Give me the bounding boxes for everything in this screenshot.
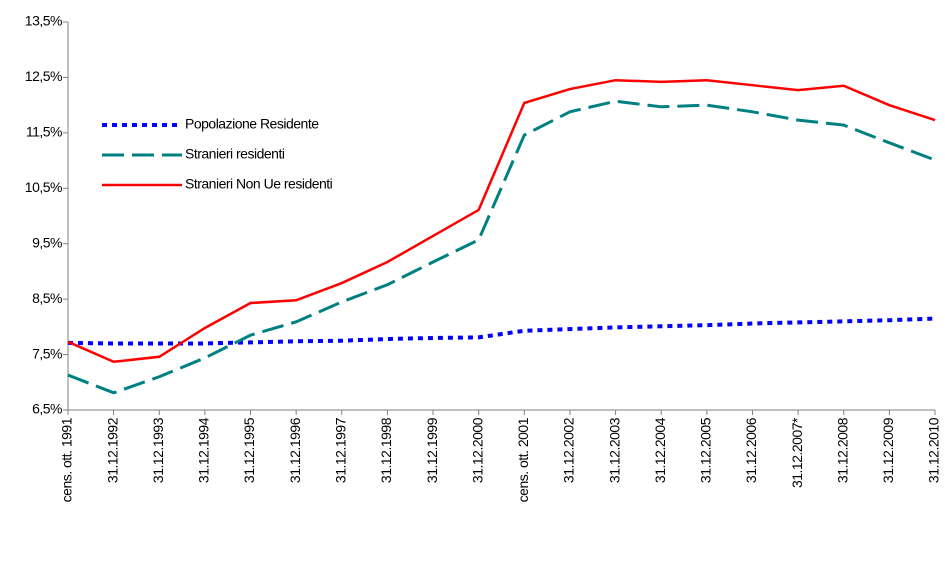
- y-tick-label: 6,5%: [32, 401, 62, 417]
- x-tick-label: 31.12.2006: [743, 417, 759, 483]
- y-tick-label: 11,5%: [26, 124, 62, 140]
- legend-label: Stranieri Non Ue residenti: [185, 176, 333, 192]
- x-tick-label: 31.12.1995: [241, 417, 257, 483]
- x-tick-label: 31.12.1992: [104, 417, 120, 483]
- legend-label: Stranieri residenti: [185, 146, 285, 162]
- x-tick-label: cens. ott. 2001: [515, 417, 531, 502]
- x-tick-label: 31.12.1999: [424, 417, 440, 483]
- x-tick-label: 31.12.2002: [561, 417, 577, 483]
- x-tick-label: 31.12.2007*: [789, 417, 805, 488]
- series-line: [67, 99, 936, 395]
- y-tick-label: 10,5%: [25, 179, 62, 195]
- series-line: [67, 316, 936, 346]
- x-tick-label: 31.12.1998: [378, 417, 394, 483]
- x-tick-label: 31.12.2009: [880, 417, 896, 483]
- y-tick-label: 13,5%: [25, 13, 62, 29]
- legend-box: [90, 112, 400, 224]
- x-tick-label: 31.12.2008: [834, 417, 850, 483]
- x-tick-label: 31.12.2003: [606, 417, 622, 483]
- x-tick-label: 31.12.1993: [150, 417, 166, 483]
- y-tick-label: 8,5%: [32, 290, 62, 306]
- x-tick-label: cens. ott. 1991: [59, 417, 75, 502]
- x-tick-label: 31.12.1997: [332, 417, 348, 483]
- x-tick-label: 31.12.2005: [698, 417, 714, 483]
- x-tick-label: 31.12.2004: [652, 417, 668, 483]
- x-tick-label: 31.12.1994: [196, 417, 212, 483]
- series-line: [67, 78, 936, 364]
- y-tick-label: 7,5%: [32, 345, 62, 361]
- legend-label: Popolazione Residente: [185, 116, 319, 132]
- x-tick-label: 31.12.2010: [926, 417, 942, 483]
- x-tick-label: 31.12.2000: [469, 417, 485, 483]
- y-tick-label: 9,5%: [32, 234, 62, 250]
- y-tick-label: 12,5%: [25, 68, 62, 84]
- x-tick-label: 31.12.1996: [287, 417, 303, 483]
